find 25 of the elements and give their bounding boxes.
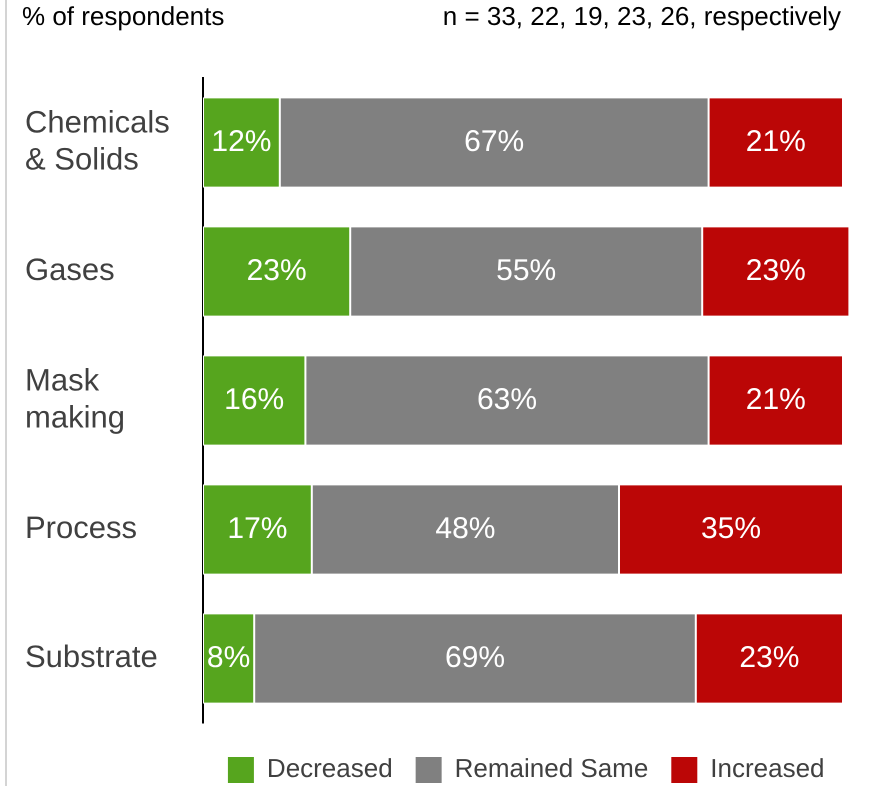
legend-label: Remained Same: [454, 753, 648, 784]
data-label: 12%: [211, 124, 272, 158]
y-tick-label: Substrate: [25, 639, 158, 674]
legend-label: Increased: [710, 753, 824, 784]
data-label: 63%: [476, 382, 538, 416]
data-label: 23%: [746, 254, 806, 287]
data-label: 35%: [700, 512, 762, 545]
data-label: 23%: [246, 254, 307, 287]
y-tick-label: Process: [25, 510, 137, 546]
data-label: 21%: [746, 382, 806, 416]
y-tick-label: Gases: [25, 252, 115, 288]
data-label: 67%: [464, 124, 524, 158]
data-label: 48%: [435, 512, 496, 545]
data-label: 16%: [224, 382, 284, 416]
data-label: 55%: [496, 254, 556, 287]
y-tick-label: Mask making: [25, 362, 125, 435]
chart-title: % of respondents: [22, 1, 224, 32]
data-label: 21%: [746, 124, 806, 158]
data-label: 17%: [227, 512, 288, 545]
data-label: 69%: [444, 640, 506, 674]
data-label: 23%: [739, 640, 800, 674]
data-label: 8%: [206, 640, 250, 674]
legend-label: Decreased: [266, 753, 393, 784]
text: n = 33, 22, 19, 23, 26, respectively: [442, 1, 841, 32]
y-tick-label: Chemicals & Solids: [25, 104, 170, 177]
